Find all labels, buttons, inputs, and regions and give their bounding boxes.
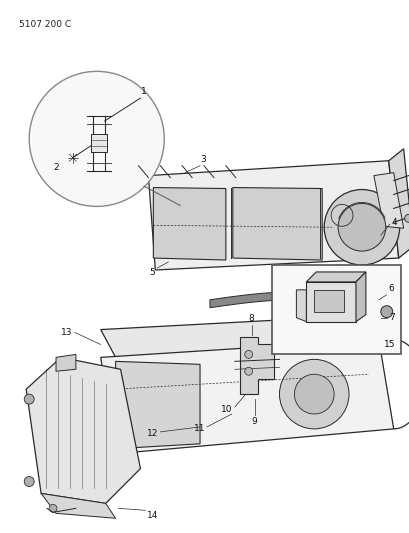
Circle shape: [279, 359, 348, 429]
Text: 6: 6: [388, 284, 393, 293]
Polygon shape: [41, 494, 115, 518]
Text: 8: 8: [248, 313, 254, 322]
Text: 7: 7: [388, 313, 393, 322]
Polygon shape: [232, 188, 321, 260]
Text: 14: 14: [146, 511, 157, 520]
Bar: [90, 134, 106, 152]
Text: 2: 2: [53, 163, 59, 172]
Text: 1: 1: [141, 87, 147, 96]
Polygon shape: [209, 292, 383, 308]
Text: 4: 4: [391, 218, 396, 227]
Polygon shape: [306, 282, 355, 321]
Circle shape: [380, 306, 392, 318]
Circle shape: [337, 204, 385, 251]
Polygon shape: [101, 340, 393, 454]
Circle shape: [24, 394, 34, 404]
Circle shape: [294, 374, 333, 414]
Text: 5107 200 C: 5107 200 C: [19, 20, 71, 29]
Text: 10: 10: [221, 405, 232, 414]
Polygon shape: [373, 173, 402, 228]
Polygon shape: [239, 336, 273, 394]
Circle shape: [404, 214, 409, 222]
Bar: [271, 265, 400, 354]
Text: 15: 15: [383, 341, 395, 350]
Circle shape: [24, 477, 34, 487]
Circle shape: [244, 367, 252, 375]
Polygon shape: [296, 290, 306, 321]
Text: 5: 5: [149, 268, 155, 277]
Circle shape: [324, 190, 399, 265]
Polygon shape: [306, 272, 365, 282]
Circle shape: [244, 350, 252, 358]
Text: 13: 13: [61, 328, 73, 337]
Polygon shape: [388, 149, 409, 258]
Polygon shape: [153, 188, 225, 260]
Circle shape: [29, 71, 164, 206]
Polygon shape: [355, 272, 365, 321]
Text: 9: 9: [251, 417, 257, 426]
Polygon shape: [115, 361, 200, 449]
Polygon shape: [101, 314, 393, 358]
Polygon shape: [148, 161, 398, 270]
Polygon shape: [26, 358, 140, 503]
Polygon shape: [313, 290, 343, 312]
Text: 11: 11: [193, 424, 204, 433]
Circle shape: [49, 504, 57, 512]
Text: 3: 3: [200, 155, 205, 164]
Text: 12: 12: [146, 430, 158, 438]
Polygon shape: [56, 354, 76, 372]
